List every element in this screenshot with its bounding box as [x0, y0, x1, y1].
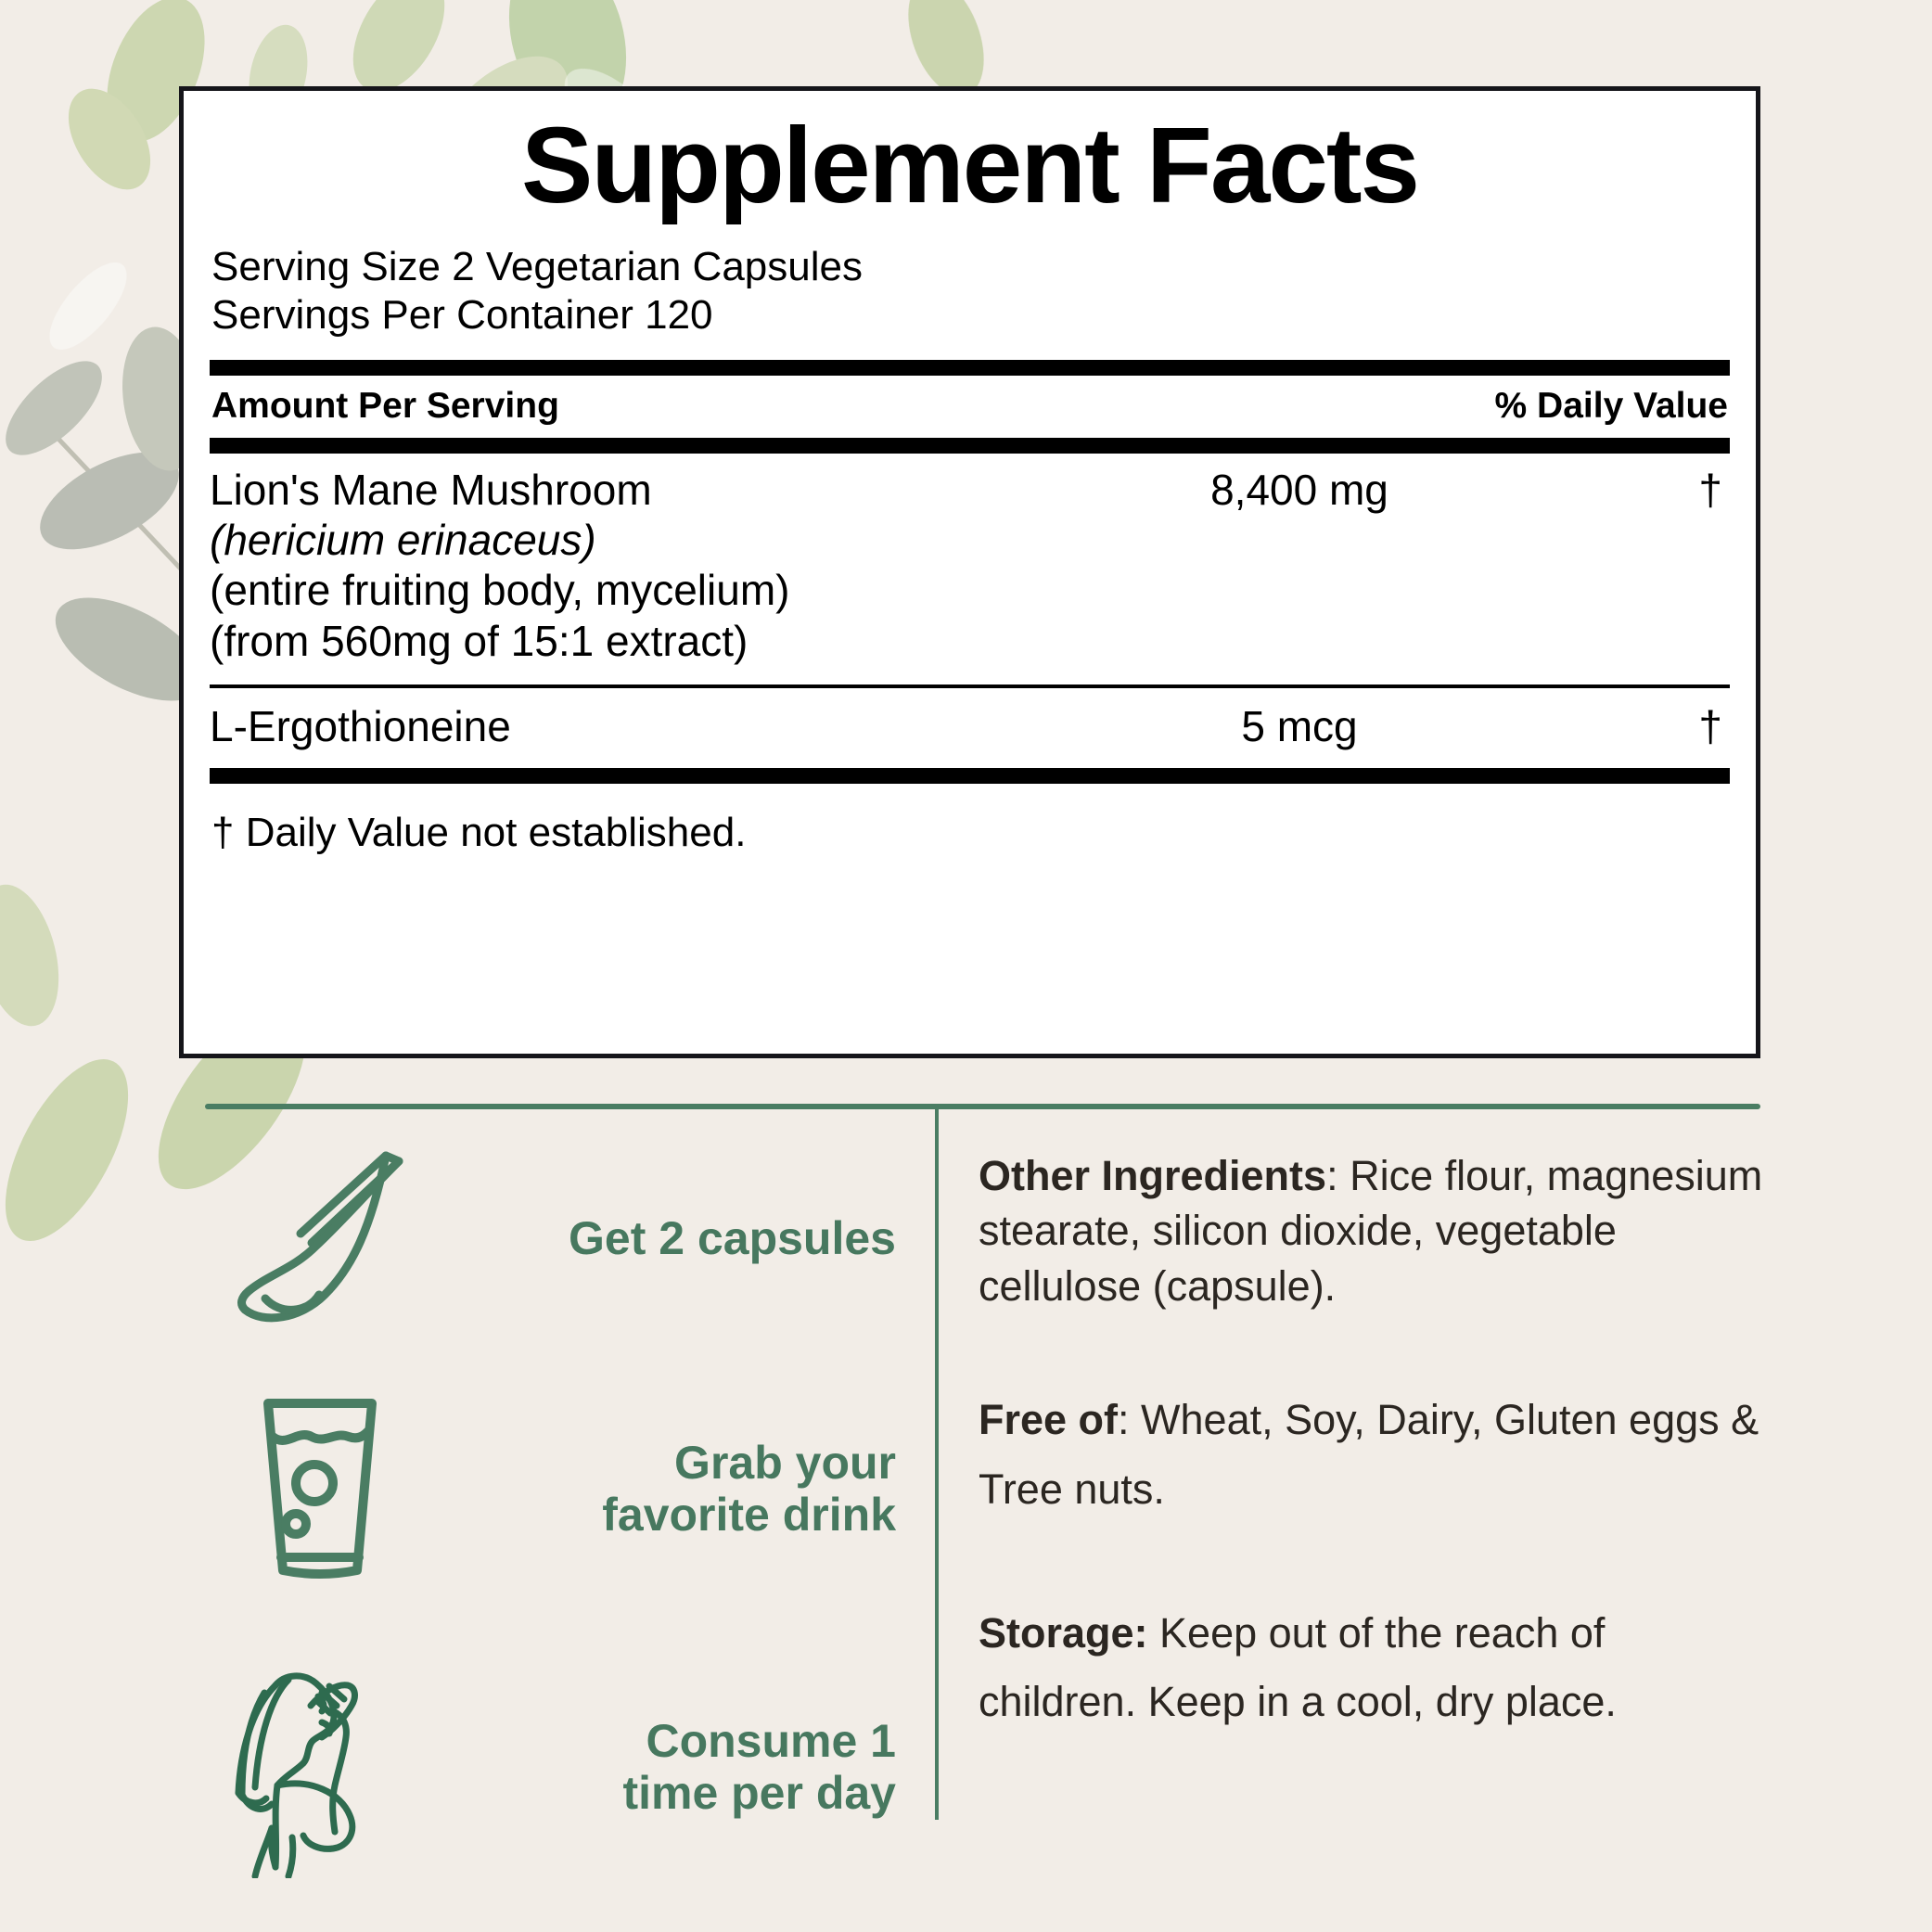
ingredient-extract-ratio: (from 560mg of 15:1 extract) — [210, 616, 748, 665]
other-ingredients-block: Other Ingredients: Rice flour, magnesium… — [979, 1148, 1767, 1313]
rule-thick-bottom — [210, 768, 1730, 785]
ingredient-amount: 5 mcg — [1241, 701, 1358, 750]
spoon-icon — [186, 1150, 454, 1326]
free-of-block: Free of: Wheat, Soy, Dairy, Gluten eggs … — [979, 1386, 1767, 1524]
ingredient-daily-value: † — [1698, 701, 1722, 750]
horizontal-divider — [205, 1104, 1760, 1109]
usage-step-3: Consume 1 time per day — [186, 1651, 909, 1883]
table-header-row: Amount Per Serving % Daily Value — [210, 376, 1730, 438]
usage-steps: Get 2 capsules Grab your favorite drink — [186, 1132, 909, 1878]
other-ingredients-text: : Rice flour, magnesium stearate, silico… — [979, 1152, 1763, 1310]
storage-text: Keep out of the reach of children. Keep … — [979, 1608, 1617, 1726]
ingredient-latin-name: (hericium erinaceus) — [210, 516, 596, 565]
rule-between-ingredients — [210, 684, 1730, 688]
usage-step-2-line1: Grab your — [674, 1437, 896, 1489]
ingredient-main-line: Lion's Mane Mushroom 8,400 mg † — [210, 454, 1730, 515]
glass-of-water-icon — [186, 1394, 454, 1584]
ingredient-name: Lion's Mane Mushroom — [210, 465, 652, 514]
rule-thick-under-header — [210, 437, 1730, 454]
column-header-amount: Amount Per Serving — [211, 385, 559, 426]
vertical-divider — [935, 1109, 939, 1820]
rule-thick-top — [210, 359, 1730, 376]
ingredient-name: L-Ergothioneine — [210, 701, 511, 750]
ingredient-amount: 8,400 mg — [1210, 465, 1388, 514]
usage-step-2: Grab your favorite drink — [186, 1382, 909, 1595]
serving-size-line: Serving Size 2 Vegetarian Capsules — [211, 244, 863, 289]
usage-step-3-line2: time per day — [622, 1767, 896, 1819]
daily-value-footnote: † Daily Value not established. — [211, 810, 747, 856]
person-drinking-icon — [186, 1656, 454, 1878]
servings-per-container-line: Servings Per Container 120 — [211, 291, 713, 338]
ingredient-daily-value: † — [1698, 465, 1722, 514]
ingredient-part-used: (entire fruiting body, mycelium) — [210, 566, 790, 615]
table-row: L-Ergothioneine 5 mcg † — [210, 688, 1730, 764]
usage-step-3-label: Consume 1 time per day — [454, 1715, 909, 1819]
usage-step-2-label: Grab your favorite drink — [454, 1437, 909, 1541]
free-of-text: : Wheat, Soy, Dairy, Gluten eggs & Tree … — [979, 1396, 1759, 1513]
usage-step-1: Get 2 capsules — [186, 1132, 909, 1345]
storage-block: Storage: Keep out of the reach of childr… — [979, 1599, 1767, 1737]
page-title: Supplement Facts — [520, 105, 1420, 225]
other-ingredients-label: Other Ingredients — [979, 1152, 1327, 1199]
usage-step-3-line1: Consume 1 — [646, 1715, 896, 1767]
storage-label: Storage: — [979, 1608, 1148, 1657]
product-info-column: Other Ingredients: Rice flour, magnesium… — [979, 1148, 1767, 1737]
free-of-label: Free of — [979, 1396, 1119, 1444]
serving-info: Serving Size 2 Vegetarian Capsules Servi… — [210, 219, 1730, 339]
usage-step-2-line2: favorite drink — [602, 1489, 896, 1541]
supplement-facts-panel: Supplement Facts Serving Size 2 Vegetari… — [179, 86, 1760, 1058]
column-header-daily-value: % Daily Value — [1494, 385, 1728, 426]
usage-step-1-label: Get 2 capsules — [569, 1212, 896, 1264]
table-row: Lion's Mane Mushroom 8,400 mg † (hericiu… — [210, 454, 1730, 675]
